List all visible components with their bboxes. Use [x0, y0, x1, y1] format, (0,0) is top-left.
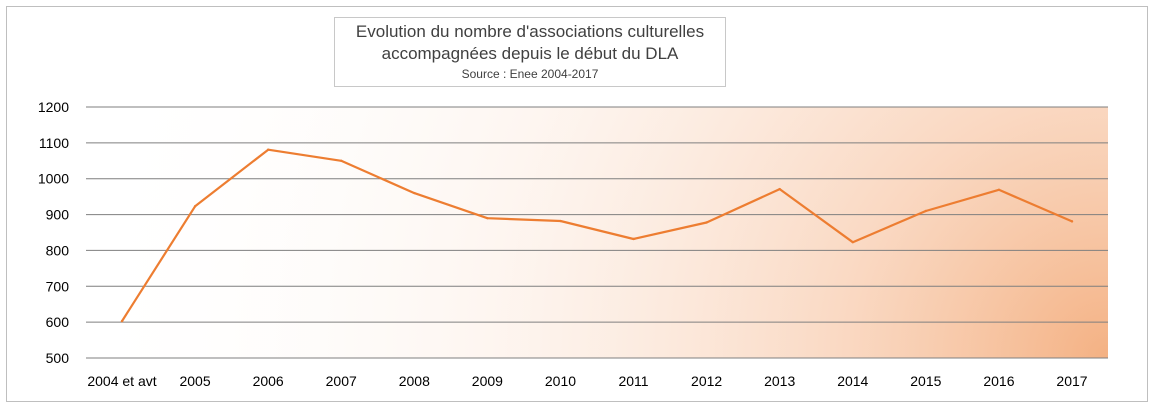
y-tick-label: 800	[46, 242, 70, 258]
y-tick-label: 700	[46, 278, 70, 294]
chart-subtitle: Source : Enee 2004-2017	[461, 67, 599, 81]
data-point	[413, 191, 416, 195]
chart-title-line-1: Evolution du nombre d'associations cultu…	[355, 22, 705, 41]
x-tick-label: 2013	[764, 373, 795, 389]
data-point	[120, 319, 124, 323]
data-point	[266, 148, 270, 151]
y-tick-label: 1000	[38, 171, 69, 187]
plot-area-background	[86, 107, 1108, 358]
x-tick-label: 2009	[472, 373, 503, 389]
x-tick-label: 2011	[618, 373, 648, 389]
x-tick-label: 2010	[545, 373, 576, 389]
chart-title-box: Evolution du nombre d'associations cultu…	[334, 17, 726, 87]
data-point	[1070, 220, 1074, 223]
x-tick-label: 2012	[691, 373, 722, 389]
data-point	[193, 205, 197, 208]
data-point	[997, 188, 1001, 192]
x-tick-label: 2007	[326, 373, 357, 389]
y-tick-label: 500	[46, 350, 70, 366]
x-tick-label: 2017	[1056, 373, 1087, 389]
data-series	[120, 148, 1074, 323]
gridlines	[86, 106, 1108, 359]
y-axis-tick-labels: 1200 1100 1000 900 800 700 600 500	[38, 99, 69, 366]
series-line-0	[120, 148, 1074, 323]
chart-title-line-2: accompagnées depuis le début du DLA	[381, 44, 679, 63]
data-point	[340, 159, 343, 162]
y-tick-label: 1200	[38, 99, 69, 115]
x-tick-label: 2016	[983, 373, 1014, 389]
x-tick-label: 2006	[253, 373, 284, 389]
x-tick-label: 2008	[399, 373, 430, 389]
x-tick-label: 2015	[910, 373, 941, 389]
y-tick-label: 900	[46, 207, 70, 223]
data-point	[851, 240, 854, 244]
data-point	[486, 216, 489, 220]
data-point	[632, 237, 635, 241]
data-point	[705, 221, 708, 224]
y-tick-label: 1100	[39, 135, 69, 151]
x-tick-label: 2014	[837, 373, 868, 389]
y-tick-label: 600	[46, 314, 70, 330]
x-tick-label: 2005	[179, 373, 210, 389]
x-axis-tick-labels: 2004 et avt 2005 2006 2007 2008 2009 2010 2011 2…	[87, 373, 1087, 389]
data-point	[924, 209, 928, 213]
x-tick-label: 2004 et avt	[87, 373, 156, 389]
data-point	[559, 219, 562, 223]
data-point	[778, 187, 781, 191]
